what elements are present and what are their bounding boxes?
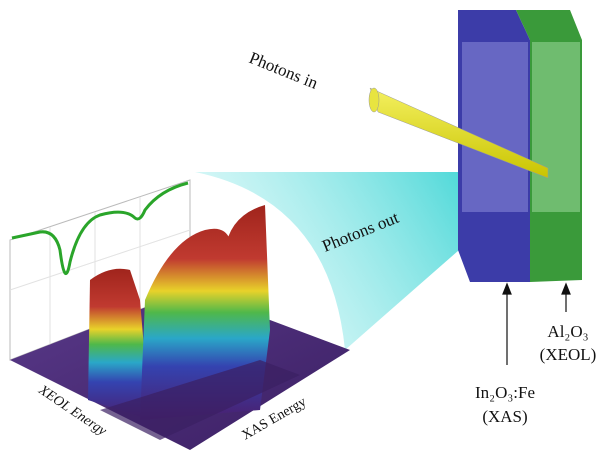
arrows (502, 282, 571, 365)
beam-end (368, 87, 380, 113)
photons-in-label: Photons in (247, 48, 322, 93)
xeol-label: (XEOL) (540, 345, 597, 364)
in2o3-label: In₂O₃:Fe (475, 383, 535, 402)
xeol-spectrum (11, 181, 189, 275)
panel-grid (9, 197, 191, 345)
al2o3-slab-face (532, 42, 580, 212)
al2o3-label: Al₂O₃ (547, 322, 588, 341)
surface-peak-1 (88, 268, 150, 420)
surface-base (100, 360, 300, 440)
surface-peak-2 (140, 205, 270, 420)
in2o3-slab-face (462, 42, 528, 212)
xas-label: (XAS) (482, 407, 527, 426)
